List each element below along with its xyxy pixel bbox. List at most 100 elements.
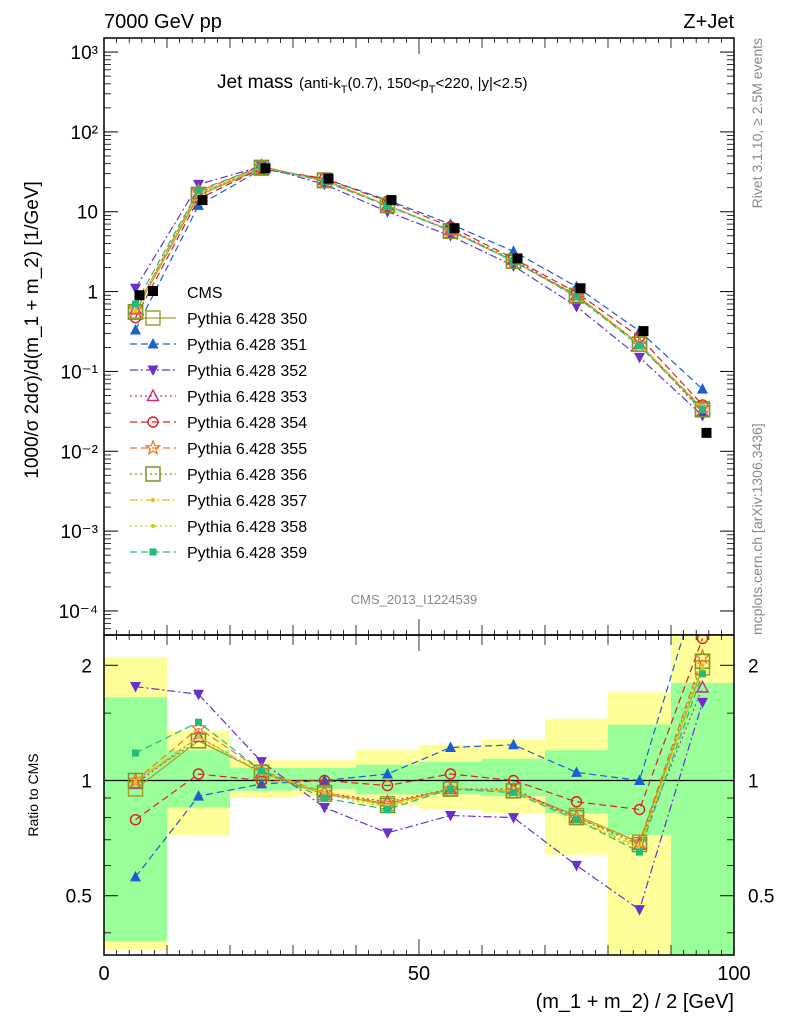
ratio-line-7 — [135, 665, 704, 848]
ratio-ytick-label-1: 1 — [81, 772, 92, 793]
legend-marker-7 — [145, 466, 161, 482]
cms-point-3 — [323, 173, 334, 184]
plot-title: Jet mass (anti-kT(0.7), 150<pT<220, |y|<2… — [217, 72, 528, 96]
legend-label-8: Pythia 6.428 357 — [187, 493, 307, 510]
main-point-7-8 — [631, 336, 648, 352]
header-left: 7000 GeV pp — [104, 11, 222, 33]
legend-marker-1 — [145, 310, 161, 326]
main-point-9-0 — [133, 309, 138, 314]
ratio-point-5-1 — [190, 719, 207, 736]
header-right: Z+Jet — [683, 11, 734, 33]
ratio-point-4-4 — [381, 779, 394, 792]
ratio-point-2-8 — [634, 905, 645, 916]
legend-label-0: CMS — [187, 285, 223, 302]
main-line-2 — [134, 168, 703, 390]
band-inner-9 — [671, 682, 734, 955]
ratio-point-9-4 — [384, 805, 391, 813]
ratio-point-2-5 — [445, 811, 456, 822]
legend-label-3: Pythia 6.428 352 — [187, 363, 307, 380]
ratio-point-1-5 — [445, 741, 456, 752]
ratio-point-6-0 — [127, 772, 144, 789]
ratio-point-6-7 — [568, 809, 585, 826]
legend-marker-10 — [149, 548, 157, 556]
main-point-3-7 — [571, 302, 582, 313]
x-axis-label: (m_1 + m_2) / 2 [GeV] — [536, 991, 734, 1013]
main-point-10-8 — [636, 342, 643, 350]
legend-item-0: CMS — [148, 285, 223, 302]
legend-item-6: Pythia 6.428 355 — [130, 439, 307, 458]
ratio-ytick-label-2: 2 — [81, 656, 92, 677]
plot-title-sub-1: T — [341, 84, 348, 96]
ratio-point-1-4 — [382, 767, 393, 779]
cms-point-9 — [701, 427, 712, 438]
ratio-ytick-label-r-0: 0.5 — [748, 887, 774, 908]
ratio-point-2-6 — [508, 813, 519, 824]
main-point-10-1 — [195, 186, 202, 194]
x-tick-label-2: 100 — [717, 963, 750, 985]
legend-item-7: Pythia 6.428 356 — [130, 466, 307, 484]
ratio-point-1-3 — [319, 774, 330, 786]
legend-item-8: Pythia 6.428 357 — [130, 493, 307, 510]
main-point-10-4 — [384, 202, 391, 210]
ratio-point-9-1 — [195, 718, 202, 726]
ratio-point-1-8 — [634, 774, 645, 786]
ratio-point-1-7 — [571, 766, 582, 777]
ratio-series-layer — [127, 635, 711, 916]
ratio-point-9-3 — [321, 794, 328, 802]
main-line-3 — [134, 165, 703, 417]
ratio-point-2-0 — [130, 682, 141, 693]
ratio-point-2-7 — [571, 860, 582, 872]
legend-label-9: Pythia 6.428 358 — [187, 519, 307, 536]
ratio-point-1-0 — [130, 870, 141, 882]
ratio-point-9-2 — [258, 767, 265, 775]
plot-title-cuts-mid: (0.7), 150<p — [347, 75, 428, 92]
ratio-point-1-2 — [256, 777, 267, 789]
cms-point-7 — [575, 283, 586, 294]
legend-marker-9 — [151, 524, 155, 528]
main-point-2-6 — [508, 245, 519, 256]
ratio-point-4-1 — [192, 768, 205, 780]
ratio-point-3-9 — [695, 679, 710, 693]
band-inner-7 — [545, 750, 608, 814]
cms-point-6 — [512, 253, 523, 264]
main-ytick-label-0: 10⁻⁴ — [59, 602, 98, 623]
ratio-point-1-6 — [508, 738, 519, 750]
ratio-point-6-2 — [253, 764, 270, 781]
axes-layer: 10⁻⁴ 10⁻³ 10⁻² 10⁻¹ 1 10 10² 10³ 0 50 100 0.5 0.5 1 1 2… — [59, 38, 774, 985]
ratio-point-8-0 — [133, 780, 138, 785]
legend-label-1: Pythia 6.428 350 — [187, 311, 307, 328]
ratio-ytick-label-r-2: 2 — [748, 656, 759, 677]
ratio-point-9-9 — [699, 670, 706, 678]
legend-marker-2 — [147, 338, 159, 349]
plot-title-main: Jet mass — [217, 72, 293, 93]
main-point-10-7 — [573, 293, 580, 301]
legend: CMS Pythia 6.428 350 Pythia 6.428 351 Pythi… — [130, 285, 307, 562]
ratio-point-2-4 — [382, 828, 393, 839]
ratio-line-1 — [135, 635, 685, 878]
ratio-point-8-1 — [196, 734, 201, 739]
ratio-line-5 — [135, 657, 704, 843]
ratio-point-4-7 — [570, 796, 583, 808]
ratio-point-2-9 — [697, 697, 708, 709]
main-y-axis-label: 1000/σ 2dσ)/d(m_1 + m_2) [1/GeV] — [22, 181, 43, 479]
ratio-point-2-1 — [193, 689, 204, 701]
side-label-mcplots: mcplots.cern.ch [arXiv:1306.3436] — [749, 423, 765, 635]
main-point-2-9 — [697, 383, 708, 394]
main-ytick-label-7: 10³ — [71, 43, 98, 64]
cms-point-8 — [638, 326, 649, 337]
main-point-7-9 — [694, 402, 711, 418]
ratio-point-9-6 — [510, 789, 517, 797]
legend-item-3: Pythia 6.428 352 — [130, 363, 307, 380]
main-ytick-label-2: 10⁻² — [61, 442, 99, 463]
main-point-10-9 — [699, 406, 706, 414]
main-point-4-0 — [128, 301, 143, 315]
plot-title-sub-2: T — [429, 84, 436, 96]
main-ytick-label-3: 10⁻¹ — [61, 362, 99, 383]
legend-label-7: Pythia 6.428 356 — [187, 467, 307, 484]
ratio-point-3-1 — [191, 729, 206, 743]
x-tick-label-0: 0 — [98, 963, 109, 985]
ratio-point-9-8 — [636, 848, 643, 856]
main-line-10 — [134, 165, 703, 411]
cms-point-4 — [386, 195, 397, 206]
ratio-point-2-3 — [319, 803, 330, 814]
